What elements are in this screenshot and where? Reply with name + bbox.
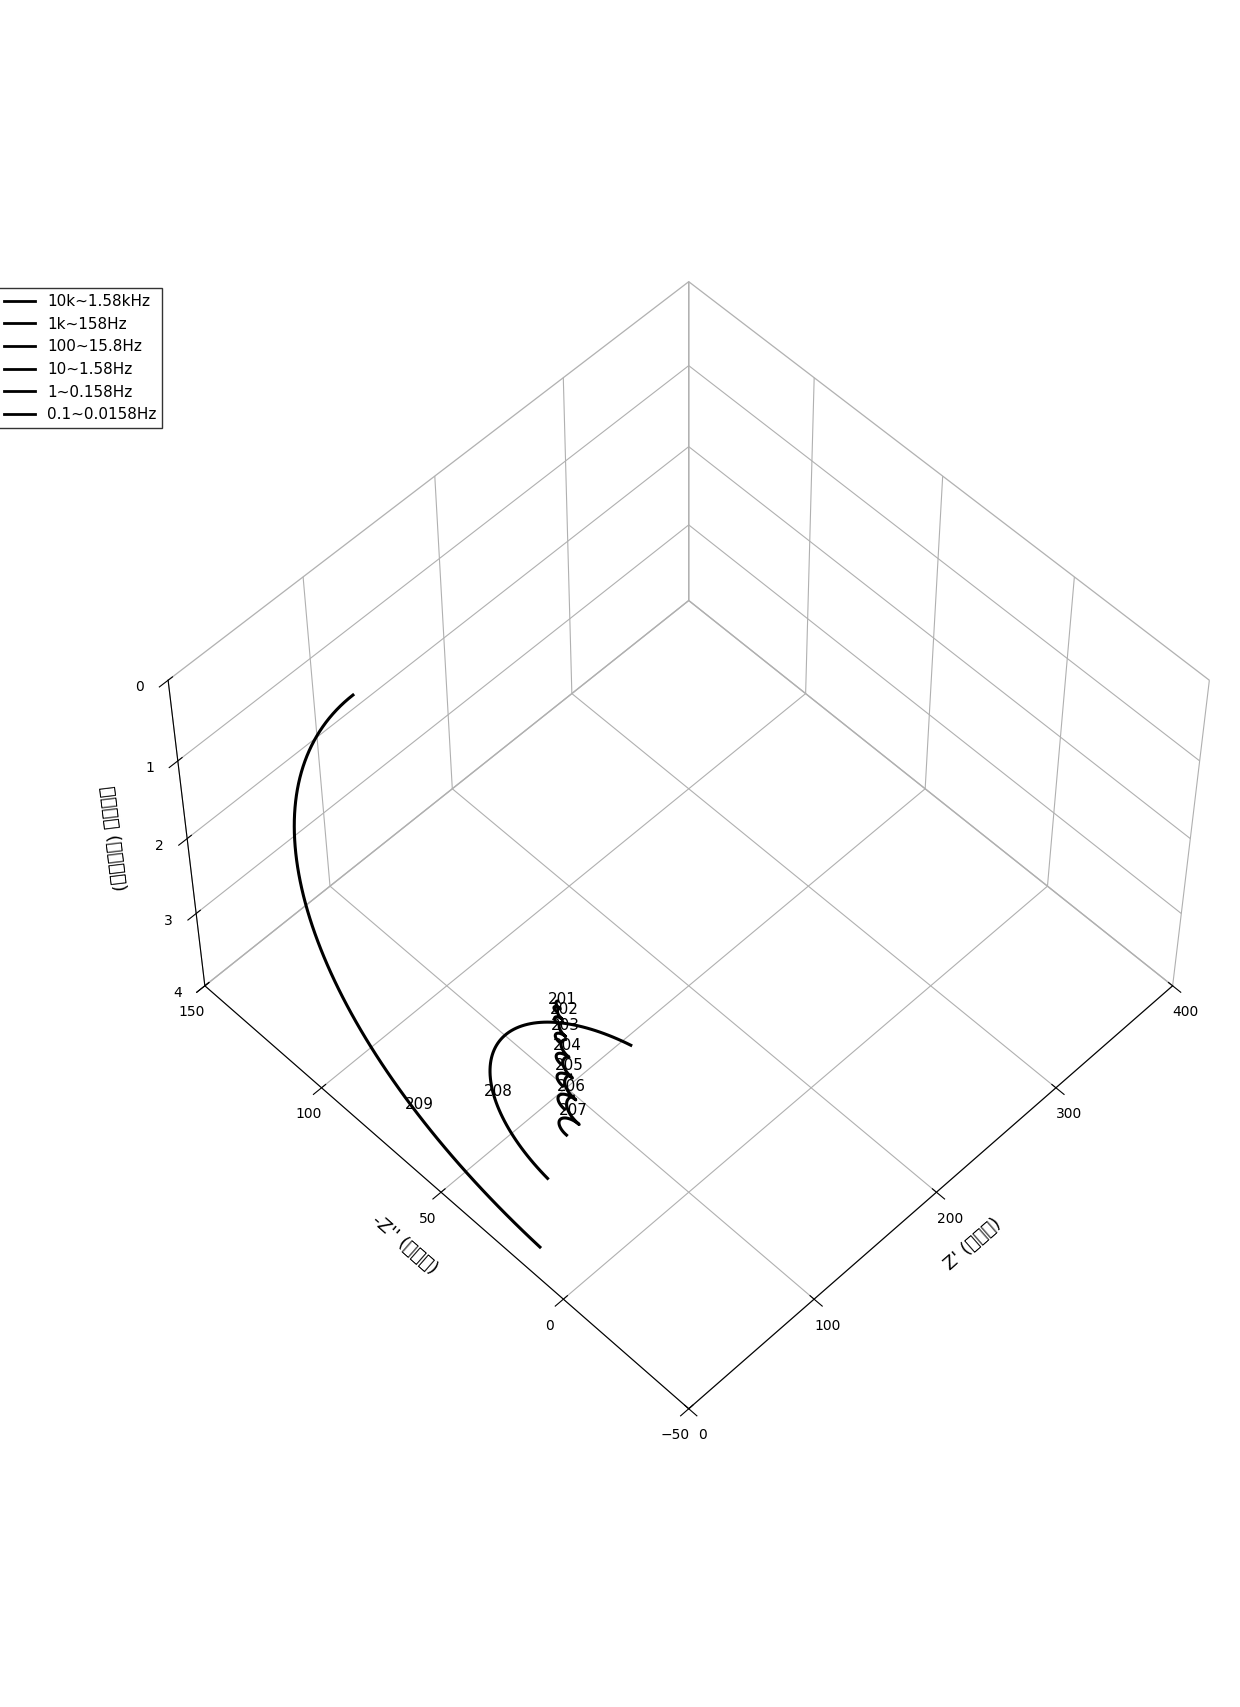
X-axis label: Z' (毫欧姆): Z' (毫欧姆) [941, 1215, 1006, 1273]
Y-axis label: -Z'' (毫欧姆): -Z'' (毫欧姆) [368, 1212, 440, 1279]
Legend: 10k~1.58kHz, 1k~158Hz, 100~15.8Hz, 10~1.58Hz, 1~0.158Hz, 0.1~0.0158Hz: 10k~1.58kHz, 1k~158Hz, 100~15.8Hz, 10~1.… [0, 288, 162, 428]
